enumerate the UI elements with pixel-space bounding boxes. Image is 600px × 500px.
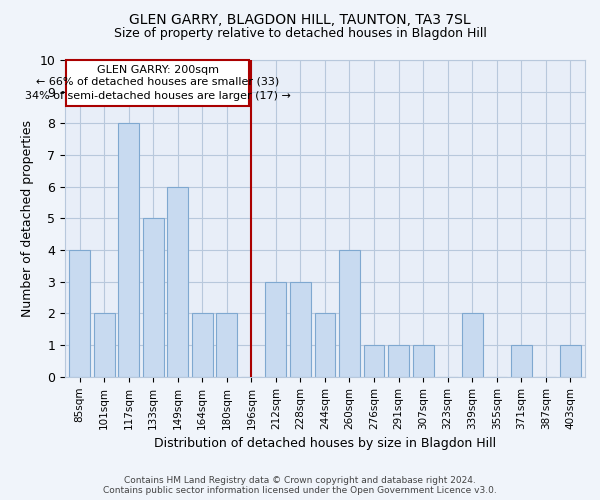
Bar — [217, 314, 237, 377]
Bar — [511, 345, 532, 377]
Bar — [560, 345, 581, 377]
Text: GLEN GARRY: 200sqm: GLEN GARRY: 200sqm — [97, 64, 219, 74]
X-axis label: Distribution of detached houses by size in Blagdon Hill: Distribution of detached houses by size … — [154, 437, 496, 450]
Bar — [192, 314, 213, 377]
Bar — [167, 186, 188, 377]
Bar — [364, 345, 385, 377]
Bar — [118, 124, 139, 377]
Bar — [462, 314, 482, 377]
Y-axis label: Number of detached properties: Number of detached properties — [21, 120, 34, 317]
Bar — [413, 345, 434, 377]
Bar — [143, 218, 164, 377]
Bar — [265, 282, 286, 377]
Text: Size of property relative to detached houses in Blagdon Hill: Size of property relative to detached ho… — [113, 28, 487, 40]
Text: ← 66% of detached houses are smaller (33): ← 66% of detached houses are smaller (33… — [36, 77, 280, 87]
Bar — [388, 345, 409, 377]
Bar — [69, 250, 90, 377]
Text: 34% of semi-detached houses are larger (17) →: 34% of semi-detached houses are larger (… — [25, 90, 291, 101]
Text: GLEN GARRY, BLAGDON HILL, TAUNTON, TA3 7SL: GLEN GARRY, BLAGDON HILL, TAUNTON, TA3 7… — [129, 12, 471, 26]
Text: Contains HM Land Registry data © Crown copyright and database right 2024.
Contai: Contains HM Land Registry data © Crown c… — [103, 476, 497, 495]
Bar — [339, 250, 360, 377]
Bar — [94, 314, 115, 377]
Bar — [290, 282, 311, 377]
FancyBboxPatch shape — [66, 60, 250, 106]
Bar — [314, 314, 335, 377]
